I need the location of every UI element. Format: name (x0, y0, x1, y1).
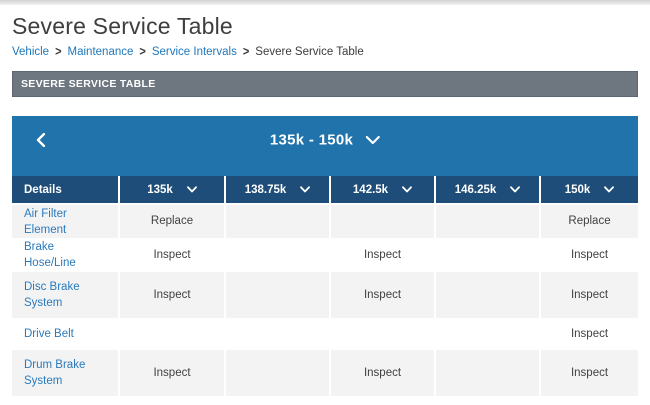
service-action-cell (224, 350, 330, 396)
page-title: Severe Service Table (12, 13, 233, 39)
service-action-cell: Inspect (118, 272, 225, 318)
section-header-label: SEVERE SERVICE TABLE (21, 78, 156, 90)
table-row: Disc Brake System Inspect Inspect Inspec… (12, 272, 638, 318)
service-item-cell: Brake Hose/Line (12, 238, 119, 272)
service-item-cell: Air Filter Element (12, 204, 119, 238)
service-action-cell (434, 204, 540, 238)
breadcrumb-link-maintenance[interactable]: Maintenance (67, 46, 134, 58)
chevron-down-icon (366, 135, 381, 145)
breadcrumb-link-service-intervals[interactable]: Service Intervals (151, 46, 237, 58)
breadcrumb-separator-icon: > (242, 45, 250, 59)
service-action-cell: Inspect (118, 238, 225, 272)
table-row: Brake Hose/Line Inspect Inspect Inspect (12, 238, 638, 272)
chevron-down-icon (300, 186, 311, 193)
service-item-cell: Drive Belt (12, 318, 119, 350)
breadcrumb-separator-icon: > (55, 45, 62, 59)
service-action-cell: Inspect (539, 350, 638, 396)
service-action-cell (224, 204, 330, 238)
column-header-details: Details (12, 176, 119, 205)
service-item-link[interactable]: Disc Brake System (24, 281, 80, 309)
column-header-135k[interactable]: 135k (118, 176, 225, 205)
service-action-cell: Inspect (539, 238, 638, 272)
breadcrumb-separator-icon: > (139, 45, 146, 59)
table-row: Drum Brake System Inspect Inspect Inspec… (12, 350, 638, 396)
range-label: 135k - 150k (269, 131, 354, 149)
chevron-down-icon (604, 186, 615, 193)
service-action-cell (329, 204, 435, 238)
service-item-link[interactable]: Brake Hose/Line (24, 241, 76, 269)
service-action-cell (329, 318, 435, 350)
table-row: Air Filter Element Replace Replace (12, 204, 638, 238)
chevron-down-icon (510, 186, 521, 193)
service-action-cell: Replace (539, 204, 638, 238)
breadcrumb-current: Severe Service Table (255, 46, 364, 58)
service-action-cell (434, 238, 540, 272)
column-header-142-5k[interactable]: 142.5k (329, 176, 435, 205)
service-action-cell (434, 272, 540, 318)
severe-service-panel: 135k - 150k Details 135k (12, 116, 638, 396)
breadcrumb-link-vehicle[interactable]: Vehicle (12, 46, 50, 58)
service-item-cell: Drum Brake System (12, 350, 119, 396)
range-dropdown[interactable]: 135k - 150k (269, 131, 381, 149)
service-action-cell (434, 350, 540, 396)
chevron-down-icon (402, 186, 412, 193)
section-header-bar: SEVERE SERVICE TABLE (12, 71, 638, 97)
service-action-cell (224, 272, 330, 318)
service-item-link[interactable]: Air Filter Element (24, 207, 67, 236)
service-action-cell (224, 318, 330, 350)
severe-service-table: Details 135k 138.75k (12, 176, 638, 396)
previous-range-button[interactable] (32, 129, 49, 151)
range-selector-bar: 135k - 150k (12, 116, 638, 176)
service-action-cell: Inspect (329, 272, 435, 318)
table-row: Drive Belt Inspect (12, 318, 638, 350)
service-action-cell (224, 238, 330, 272)
service-item-link[interactable]: Drum Brake System (24, 359, 86, 387)
service-action-cell: Inspect (539, 272, 638, 318)
top-shadow-bar (0, 0, 650, 5)
column-header-146-25k[interactable]: 146.25k (434, 176, 540, 205)
breadcrumb: Vehicle > Maintenance > Service Interval… (12, 45, 638, 59)
service-action-cell: Replace (118, 204, 225, 238)
service-item-link[interactable]: Drive Belt (24, 328, 74, 340)
service-action-cell (434, 318, 540, 350)
column-header-138-75k[interactable]: 138.75k (224, 176, 330, 205)
service-action-cell: Inspect (118, 350, 225, 396)
table-header-row: Details 135k 138.75k (12, 176, 638, 205)
service-action-cell: Inspect (329, 238, 435, 272)
service-action-cell: Inspect (329, 350, 435, 396)
chevron-down-icon (186, 186, 197, 193)
service-action-cell: Inspect (539, 318, 638, 350)
chevron-left-icon (36, 133, 45, 147)
service-action-cell (118, 318, 225, 350)
column-header-150k[interactable]: 150k (539, 176, 638, 205)
service-item-cell: Disc Brake System (12, 272, 119, 318)
